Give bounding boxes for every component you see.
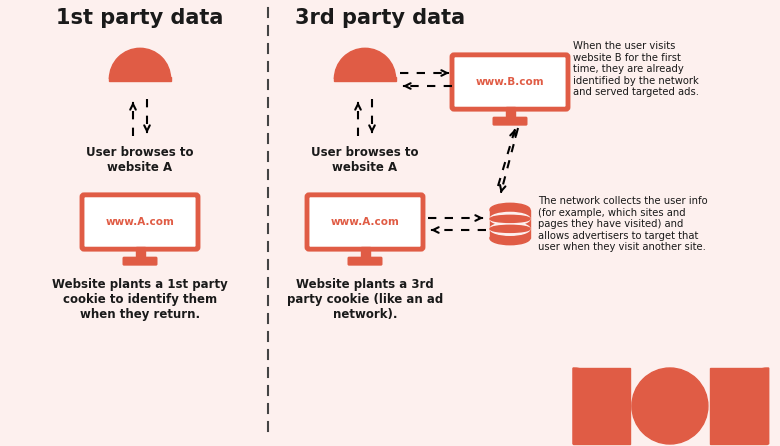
Bar (360, 247, 370, 259)
Circle shape (130, 57, 150, 77)
FancyBboxPatch shape (122, 256, 158, 266)
Wedge shape (573, 368, 611, 444)
Ellipse shape (490, 225, 530, 232)
Bar (109, 77, 171, 81)
Text: Website plants a 1st party
cookie to identify them
when they return.: Website plants a 1st party cookie to ide… (52, 278, 228, 321)
FancyBboxPatch shape (82, 195, 198, 249)
FancyBboxPatch shape (307, 195, 423, 249)
FancyBboxPatch shape (348, 256, 382, 266)
Bar (710, 368, 767, 444)
Text: www.A.com: www.A.com (105, 217, 175, 227)
Bar (490, 210, 530, 238)
Text: The network collects the user info
(for example, which sites and
pages they have: The network collects the user info (for … (538, 196, 707, 252)
FancyBboxPatch shape (492, 117, 527, 126)
Text: User browses to
website A: User browses to website A (87, 146, 193, 174)
Text: www.A.com: www.A.com (331, 217, 399, 227)
Text: Website plants a 3rd
party cookie (like an ad
network).: Website plants a 3rd party cookie (like … (287, 278, 443, 321)
Wedge shape (731, 368, 769, 444)
Wedge shape (335, 48, 395, 79)
Circle shape (355, 57, 375, 77)
Text: When the user visits
website B for the first
time, they are already
identified b: When the user visits website B for the f… (573, 41, 699, 97)
Circle shape (632, 368, 708, 444)
Bar (505, 107, 515, 119)
Ellipse shape (490, 203, 530, 216)
Bar (573, 368, 630, 444)
Wedge shape (109, 48, 171, 79)
Ellipse shape (490, 232, 530, 245)
Text: www.B.com: www.B.com (476, 77, 544, 87)
Ellipse shape (490, 215, 530, 223)
Ellipse shape (490, 223, 530, 235)
Bar (136, 247, 144, 259)
Ellipse shape (490, 212, 530, 225)
Text: 1st party data: 1st party data (56, 8, 224, 28)
Text: 3rd party data: 3rd party data (295, 8, 465, 28)
FancyBboxPatch shape (452, 55, 568, 109)
Text: User browses to
website A: User browses to website A (311, 146, 419, 174)
Bar (335, 77, 395, 81)
